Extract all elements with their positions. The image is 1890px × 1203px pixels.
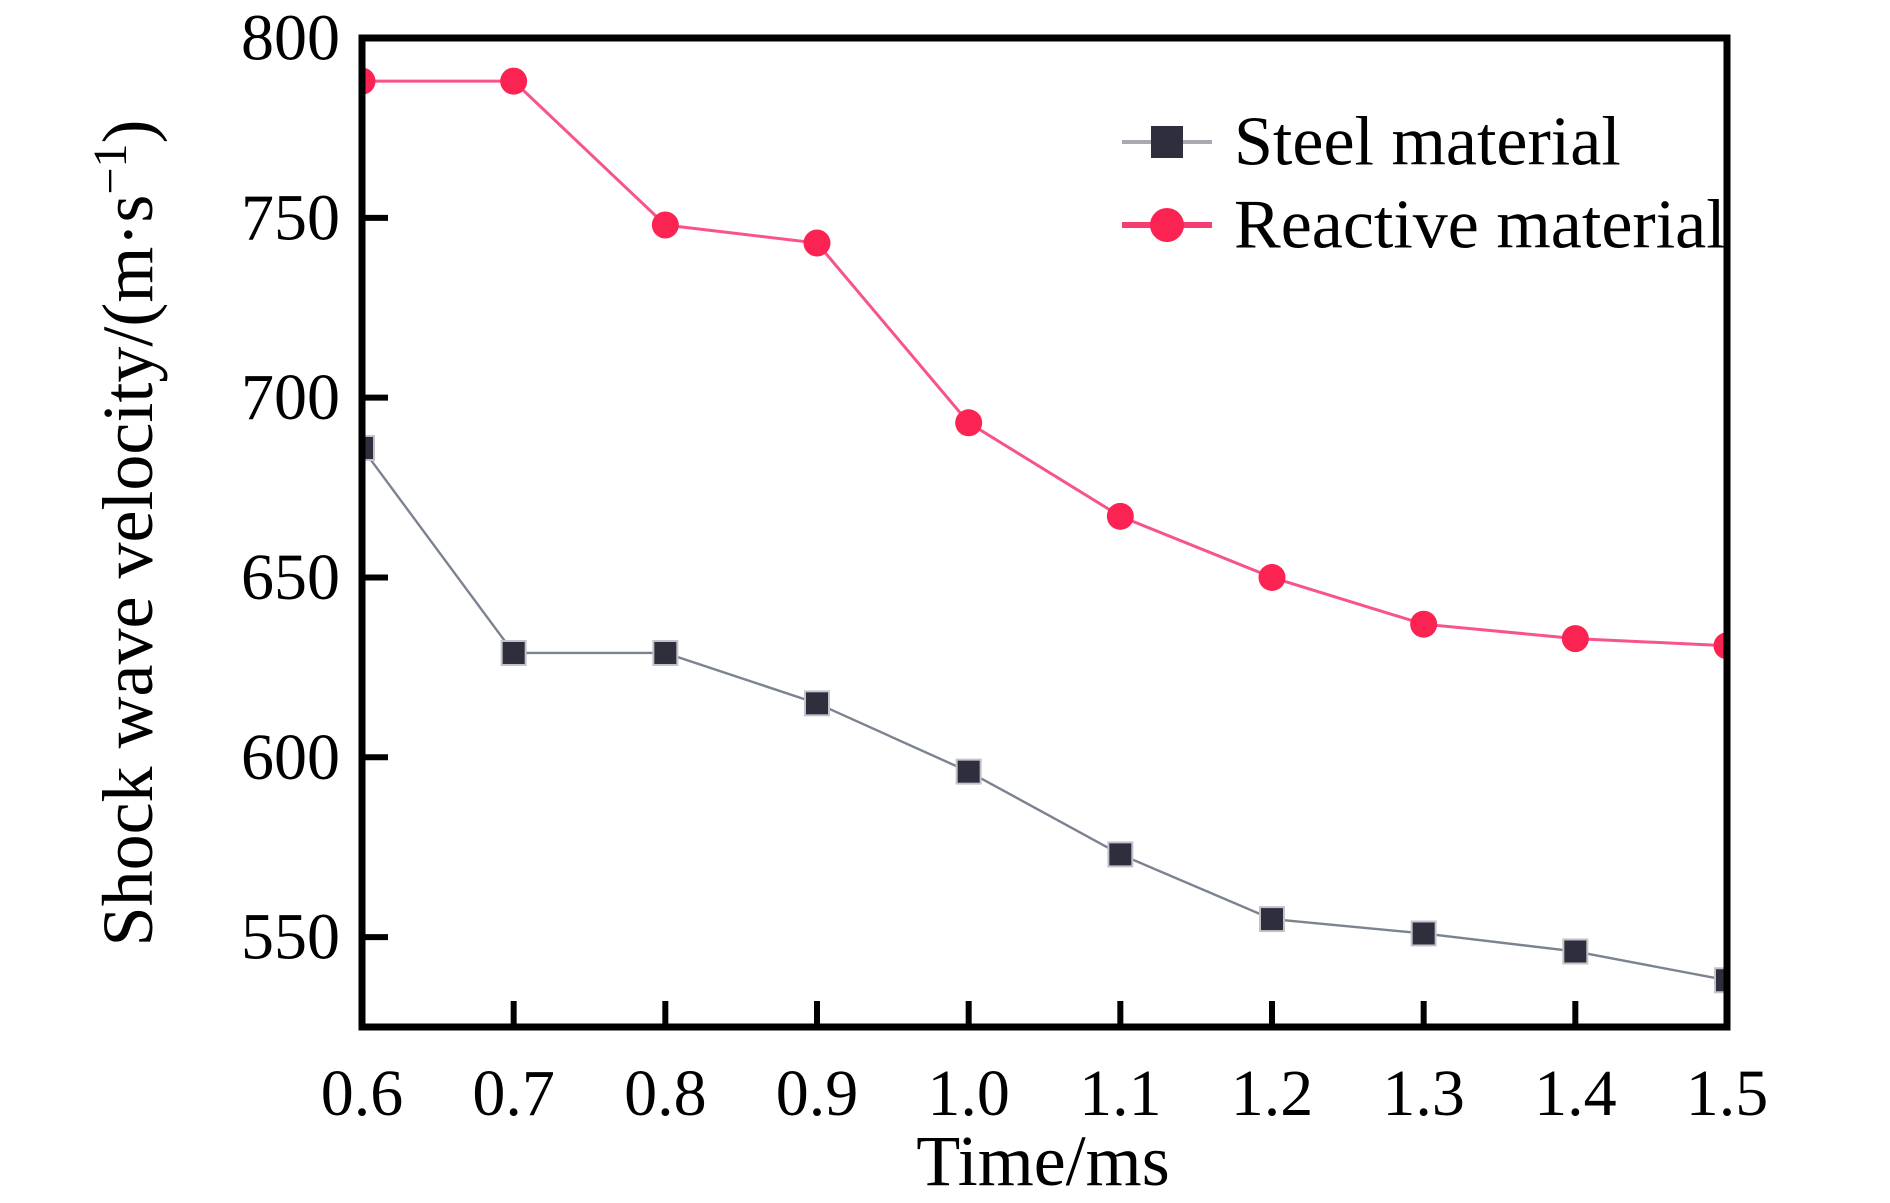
reactive-marker bbox=[651, 211, 679, 239]
reactive-legend-marker-icon bbox=[1150, 208, 1184, 242]
reactive-marker bbox=[500, 67, 528, 95]
y-tick-label: 550 bbox=[241, 901, 340, 974]
x-tick-label: 1.4 bbox=[1534, 1057, 1617, 1130]
steel-line bbox=[362, 447, 1727, 982]
x-tick-label: 1.2 bbox=[1231, 1057, 1314, 1130]
legend: Steel material Reactive material bbox=[1122, 104, 1726, 264]
steel-marker bbox=[652, 639, 679, 666]
axes-layer: 0.6 0.7 0.8 0.9 1.0 1.1 1.2 1.3 1.4 1.5 550 600 650 7… bbox=[241, 2, 1768, 1131]
reactive-marker bbox=[955, 409, 983, 437]
x-tick-label: 1.1 bbox=[1079, 1057, 1162, 1130]
x-tick-label: 1.3 bbox=[1382, 1057, 1465, 1130]
steel-legend-marker-icon bbox=[1151, 126, 1183, 158]
x-tick-label: 0.6 bbox=[321, 1057, 404, 1130]
steel-marker bbox=[955, 758, 982, 785]
y-tick-label: 700 bbox=[241, 361, 340, 434]
x-tick-label: 1.0 bbox=[927, 1057, 1010, 1130]
axis-tick-labels: 0.6 0.7 0.8 0.9 1.0 1.1 1.2 1.3 1.4 1.5 550 600 650 7… bbox=[241, 2, 1768, 1131]
legend-label-steel: Steel material bbox=[1234, 104, 1621, 181]
x-tick-label: 0.8 bbox=[624, 1057, 707, 1130]
steel-marker bbox=[500, 639, 527, 666]
legend-entry-reactive: Reactive material bbox=[1122, 187, 1726, 264]
reactive-marker bbox=[1410, 610, 1438, 638]
reactive-marker bbox=[803, 229, 831, 257]
legend-entry-steel: Steel material bbox=[1122, 104, 1621, 181]
reactive-line bbox=[362, 79, 1727, 648]
steel-marker bbox=[1562, 938, 1589, 965]
x-axis-title: Time/ms bbox=[916, 1121, 1169, 1201]
reactive-marker bbox=[1561, 625, 1589, 653]
x-tick-label: 0.9 bbox=[776, 1057, 859, 1130]
reactive-marker bbox=[1106, 502, 1134, 530]
y-tick-label: 750 bbox=[241, 181, 340, 254]
plot-frame bbox=[358, 34, 1731, 1031]
y-tick-label: 600 bbox=[241, 721, 340, 794]
series-layer bbox=[362, 67, 1727, 994]
y-tick-label: 650 bbox=[241, 541, 340, 614]
steel-marker bbox=[1410, 920, 1437, 947]
x-tick-label: 1.5 bbox=[1686, 1057, 1769, 1130]
x-tick-label: 0.7 bbox=[472, 1057, 555, 1130]
legend-label-reactive: Reactive material bbox=[1234, 187, 1726, 264]
axis-ticks bbox=[359, 35, 1730, 1027]
y-axis-title: Shock wave velocity/(m·s−1) bbox=[84, 120, 168, 947]
steel-marker bbox=[1259, 906, 1285, 933]
steel-marker bbox=[1107, 841, 1134, 868]
y-tick-label: 800 bbox=[241, 2, 340, 75]
reactive-marker bbox=[1258, 563, 1286, 591]
steel-marker bbox=[804, 690, 830, 717]
